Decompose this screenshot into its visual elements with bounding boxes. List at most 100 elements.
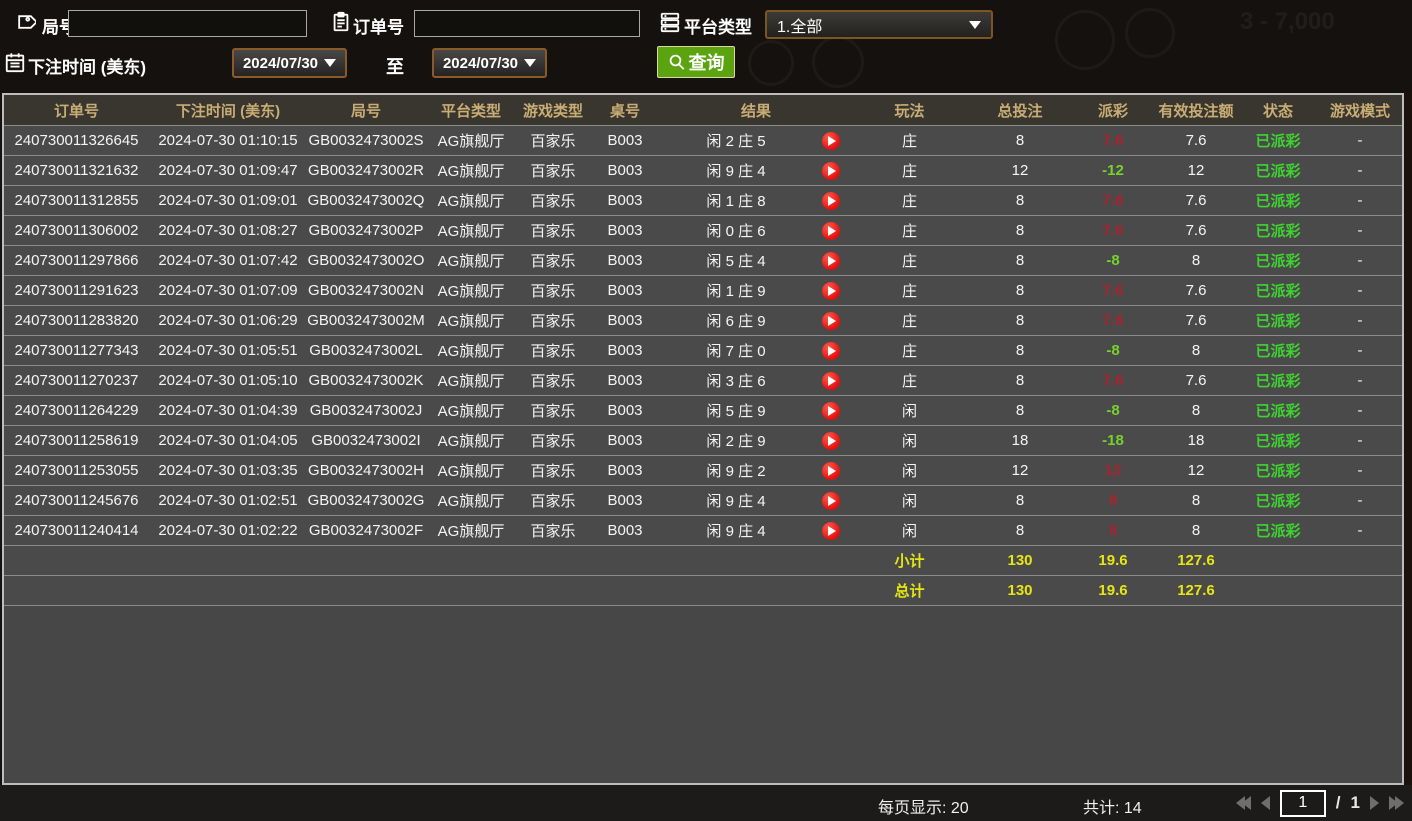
replay-icon[interactable] xyxy=(822,161,840,180)
cell-payout: 7.6 xyxy=(1102,222,1124,239)
cell-payout: 12 xyxy=(1104,462,1122,479)
replay-icon[interactable] xyxy=(822,131,840,150)
result-text: 闲 2 庄 9 xyxy=(706,433,766,450)
cell-order-no: 240730011240414 xyxy=(14,522,139,539)
order-no-input[interactable] xyxy=(414,10,640,37)
table-row: 240730011245676 2024-07-30 01:02:51 GB0032… xyxy=(4,485,1402,515)
cell-game-mode: - xyxy=(1357,312,1363,329)
cell-order-no: 240730011326645 xyxy=(14,132,139,149)
cell-table-no: B003 xyxy=(607,372,643,389)
cell-play: 闲 xyxy=(901,493,917,510)
cell-status: 已派彩 xyxy=(1255,493,1301,510)
cell-total-bet: 8 xyxy=(1015,312,1025,329)
cell-status: 已派彩 xyxy=(1255,343,1301,360)
cell-valid-bet: 7.6 xyxy=(1185,132,1207,149)
cell-total-bet: 8 xyxy=(1015,282,1025,299)
cell-order-no: 240730011297866 xyxy=(14,252,139,269)
cell-table-no: B003 xyxy=(607,192,643,209)
cell-table-no: B003 xyxy=(607,282,643,299)
cell-bet-time: 2024-07-30 01:02:22 xyxy=(158,522,298,539)
last-page-button[interactable] xyxy=(1389,796,1404,810)
search-icon xyxy=(669,54,684,70)
column-header: 桌号 xyxy=(609,102,640,120)
replay-icon[interactable] xyxy=(822,281,840,300)
replay-icon[interactable] xyxy=(822,341,840,360)
cell-status: 已派彩 xyxy=(1255,463,1301,480)
table-row: 240730011283820 2024-07-30 01:06:29 GB0032… xyxy=(4,305,1402,335)
cell-order-no: 240730011264229 xyxy=(14,402,139,419)
table-right-gutter xyxy=(1404,93,1412,785)
cell-game-mode: - xyxy=(1357,462,1363,479)
cell-status: 已派彩 xyxy=(1255,133,1301,150)
column-header: 局号 xyxy=(350,102,381,120)
cell-status: 已派彩 xyxy=(1255,313,1301,330)
round-no-input[interactable] xyxy=(68,10,307,37)
date-to-picker[interactable]: 2024/07/30 xyxy=(432,48,547,78)
cell-round-no: GB0032473002P xyxy=(308,222,424,239)
cell-table-no: B003 xyxy=(607,222,643,239)
replay-icon[interactable] xyxy=(822,311,840,330)
replay-icon[interactable] xyxy=(822,521,840,540)
cell-order-no: 240730011306002 xyxy=(14,222,139,239)
prev-page-button[interactable] xyxy=(1260,796,1270,810)
replay-icon[interactable] xyxy=(822,401,840,420)
cell-status: 已派彩 xyxy=(1255,403,1301,420)
table-row: 240730011277343 2024-07-30 01:05:51 GB0032… xyxy=(4,335,1402,365)
replay-icon[interactable] xyxy=(822,191,840,210)
query-button[interactable]: 查询 xyxy=(657,46,735,78)
chevron-down-icon xyxy=(324,59,337,67)
result-text: 闲 6 庄 9 xyxy=(706,313,766,330)
cell-round-no: GB0032473002J xyxy=(309,402,423,419)
filter-bar: 局号 订单号 平台类型 1.全部 下注时间 (美东) 2024/07/30 至 … xyxy=(0,0,1412,93)
subtotal-row-payout: 19.6 xyxy=(1098,552,1128,569)
cell-status: 已派彩 xyxy=(1255,253,1301,270)
cell-platform: AG旗舰厅 xyxy=(437,463,505,480)
cell-result: 闲 7 庄 0 xyxy=(661,340,851,361)
date-from-picker[interactable]: 2024/07/30 xyxy=(232,48,347,78)
cell-platform: AG旗舰厅 xyxy=(437,253,505,270)
cell-game-mode: - xyxy=(1357,432,1363,449)
cell-result: 闲 0 庄 6 xyxy=(661,220,851,241)
cell-valid-bet: 8 xyxy=(1191,492,1201,509)
cell-order-no: 240730011245676 xyxy=(14,492,139,509)
cell-play: 庄 xyxy=(901,313,917,330)
cell-game-mode: - xyxy=(1357,342,1363,359)
cell-valid-bet: 12 xyxy=(1187,462,1205,479)
cell-game-type: 百家乐 xyxy=(530,433,576,450)
table-empty-area xyxy=(4,605,1402,783)
page-separator: / xyxy=(1335,793,1341,812)
replay-icon[interactable] xyxy=(822,491,840,510)
first-page-button[interactable] xyxy=(1235,796,1251,810)
cell-game-type: 百家乐 xyxy=(530,283,576,300)
cell-total-bet: 12 xyxy=(1011,162,1029,179)
cell-play: 闲 xyxy=(901,463,917,480)
replay-icon[interactable] xyxy=(822,461,840,480)
page-number-input[interactable] xyxy=(1279,789,1326,817)
cell-status: 已派彩 xyxy=(1255,373,1301,390)
chevron-down-icon xyxy=(969,20,981,29)
cell-table-no: B003 xyxy=(607,462,643,479)
cell-round-no: GB0032473002F xyxy=(308,522,424,539)
cell-round-no: GB0032473002O xyxy=(307,252,425,269)
chevron-down-icon xyxy=(524,59,537,67)
cell-order-no: 240730011270237 xyxy=(14,372,139,389)
cell-bet-time: 2024-07-30 01:07:42 xyxy=(158,252,298,269)
cell-order-no: 240730011258619 xyxy=(14,432,139,449)
cell-game-mode: - xyxy=(1357,522,1363,539)
platform-type-select[interactable]: 1.全部 xyxy=(765,10,993,39)
platform-type-icon xyxy=(659,11,681,33)
replay-icon[interactable] xyxy=(822,371,840,390)
cell-total-bet: 8 xyxy=(1015,222,1025,239)
cell-payout: 8 xyxy=(1108,492,1118,509)
next-page-button[interactable] xyxy=(1370,796,1379,810)
replay-icon[interactable] xyxy=(822,221,840,240)
column-header: 订单号 xyxy=(53,102,99,120)
table-row: 240730011264229 2024-07-30 01:04:39 GB0032… xyxy=(4,395,1402,425)
replay-icon[interactable] xyxy=(822,251,840,270)
replay-icon[interactable] xyxy=(822,431,840,450)
result-text: 闲 5 庄 4 xyxy=(706,253,766,270)
cell-game-mode: - xyxy=(1357,252,1363,269)
per-page-label: 每页显示: 20 xyxy=(878,800,969,817)
cell-round-no: GB0032473002K xyxy=(308,372,424,389)
cell-valid-bet: 8 xyxy=(1191,522,1201,539)
